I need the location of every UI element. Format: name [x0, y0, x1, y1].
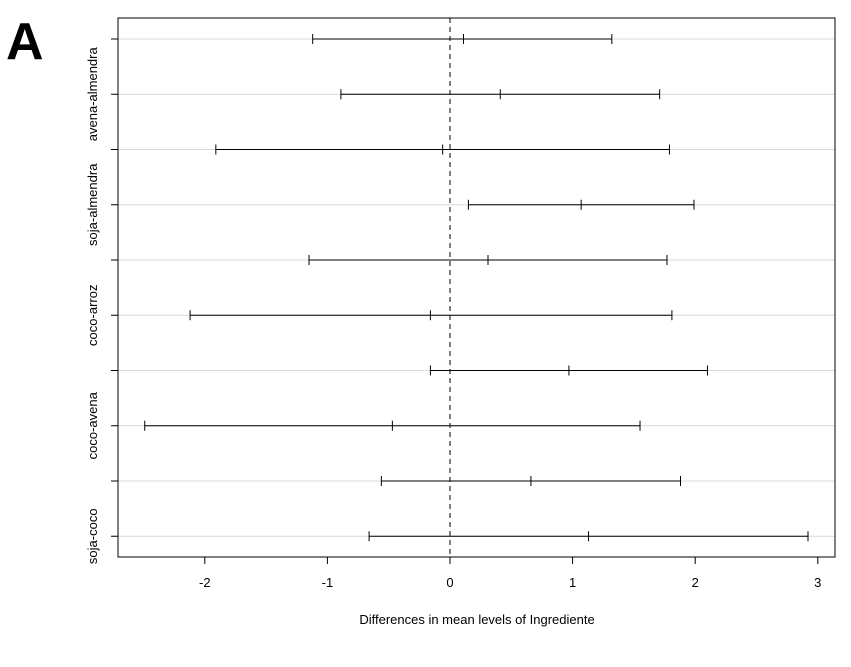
plot-frame — [117, 17, 836, 558]
y-tick-label: coco-arroz — [85, 285, 100, 346]
x-tick-label: 2 — [692, 575, 699, 590]
y-tick-label: soja-almendra — [85, 163, 100, 246]
x-axis-title: Differences in mean levels of Ingredient… — [359, 612, 594, 627]
error-bars — [144, 34, 809, 542]
y-tick-label: avena-almendra — [85, 47, 100, 142]
x-tick-label: 3 — [814, 575, 821, 590]
x-tick-label: -1 — [322, 575, 334, 590]
x-tick-label: 0 — [446, 575, 453, 590]
y-axis: avena-almendra soja-almendra coco-arroz coc… — [85, 38, 118, 564]
y-tick-label: soja-coco — [85, 508, 100, 564]
x-tick-label: 1 — [569, 575, 576, 590]
panel-label: A — [6, 13, 44, 71]
y-tick-label: coco-avena — [85, 391, 100, 459]
x-axis: -2 -1 0 1 2 3 — [199, 557, 821, 590]
gridlines — [118, 38, 835, 537]
x-tick-label: -2 — [199, 575, 211, 590]
